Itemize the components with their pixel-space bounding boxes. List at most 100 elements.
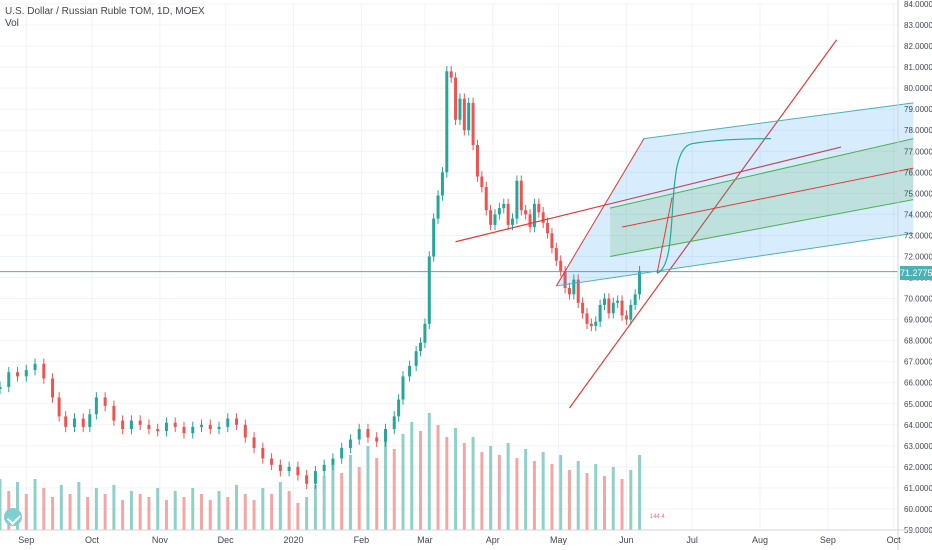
volume-bar [42,488,46,530]
volume-bar [77,482,81,530]
volume-bar [86,497,90,530]
candle-body [112,405,116,421]
time-tick-label: Feb [354,535,370,545]
candle-body [489,210,493,225]
pitchfork-handle [555,138,645,287]
volume-bar [121,500,125,530]
time-axis[interactable]: Sep Oct Nov Dec 2020 Feb Mar Apr May Jun Jul Aug Sep… [0,529,932,545]
time-tick-label: Dec [218,535,235,545]
price-tick-label: 65.0000 [904,400,932,409]
candle-body [581,302,585,314]
candle-body [392,416,396,430]
candle-body [147,424,151,430]
volume-bar [392,449,396,530]
candle-body [515,180,519,219]
candle-body [121,420,125,430]
volume-bar [94,488,98,530]
candle-body [480,176,484,188]
volume-bar [33,479,37,530]
volume-bar [401,434,405,530]
pitchfork-fill [556,102,914,286]
price-tick-label: 62.0000 [904,463,932,472]
candle-body [94,397,98,415]
candle-body [475,144,479,177]
price-tick-label: 61.0000 [904,484,932,493]
volume-bar [524,449,528,530]
candle-body [33,363,37,371]
price-tick-label: 75.0000 [904,189,932,198]
candle-body [313,471,317,484]
price-tick-label: 66.0000 [904,379,932,388]
candle-body [541,212,545,223]
candle-body [598,304,602,322]
volume-bar [585,473,589,530]
candle-body [445,71,449,173]
price-tick-label: 73.0000 [904,231,932,240]
pitchfork-median [621,167,914,228]
candle-body [348,439,352,448]
volume-bar [497,455,501,530]
candle-body [559,260,563,272]
candle-body [594,321,598,326]
volume-bar [243,494,247,530]
tradingview-logo-icon [4,508,22,526]
volume-bar [217,491,221,530]
candle-body [572,279,576,295]
price-tick-label: 83.0000 [904,21,932,30]
candle-body [462,98,466,131]
volume-bar [471,437,475,530]
volume-bar [200,494,204,530]
volume-bar [348,455,352,530]
candle-body [51,378,55,398]
pitchfork-upper [643,102,914,140]
candle-body [88,414,92,427]
candle-body [616,300,620,303]
time-tick-label: Oct [887,535,902,545]
time-tick-label: 2020 [283,535,303,545]
volume-bar [261,488,265,530]
candle-body [375,437,379,442]
candle-body [432,218,436,257]
volume-bar [594,464,598,530]
grid [0,3,898,531]
price-tick-label: 64.0000 [904,421,932,430]
candle-body [81,418,85,427]
candle-body [607,298,611,314]
volume-bar [445,437,449,530]
volume-bar [24,494,28,530]
volume-bar [550,464,554,530]
candle-body [397,399,401,417]
pitchfork-inner-lower [610,199,914,257]
volume-bar [638,455,642,530]
price-tick-label: 78.0000 [904,126,932,135]
candle-body [511,218,515,225]
candle-body [366,429,370,438]
candle-body [506,203,510,225]
time-tick-label: Mar [417,535,433,545]
candle-body [427,256,431,324]
volume-bar [278,482,282,530]
candle-body [217,426,221,430]
volume-bar [611,467,615,530]
volume-bar [489,446,493,530]
candle-body [576,279,580,303]
trend-line [568,39,838,409]
volume-bar [576,461,580,530]
price-tick-label: 67.0000 [904,358,932,367]
volume-bar [68,494,72,530]
volume-bar [252,500,256,530]
price-tick-label: 70.0000 [904,295,932,304]
volume-label: Vol [5,18,19,29]
price-tick-label: 74.0000 [904,210,932,219]
candle-body [589,323,593,326]
time-tick-label: Apr [486,535,500,545]
time-tick-label: Sep [18,535,34,545]
price-axis[interactable]: 59.000060.000061.000062.000063.000064.00… [897,0,932,550]
candle-body [454,77,458,120]
projection-curve [656,138,771,274]
volume-bar [191,488,195,530]
volume-bar [129,491,133,530]
candle-body [305,475,309,484]
candle-body [331,458,335,465]
